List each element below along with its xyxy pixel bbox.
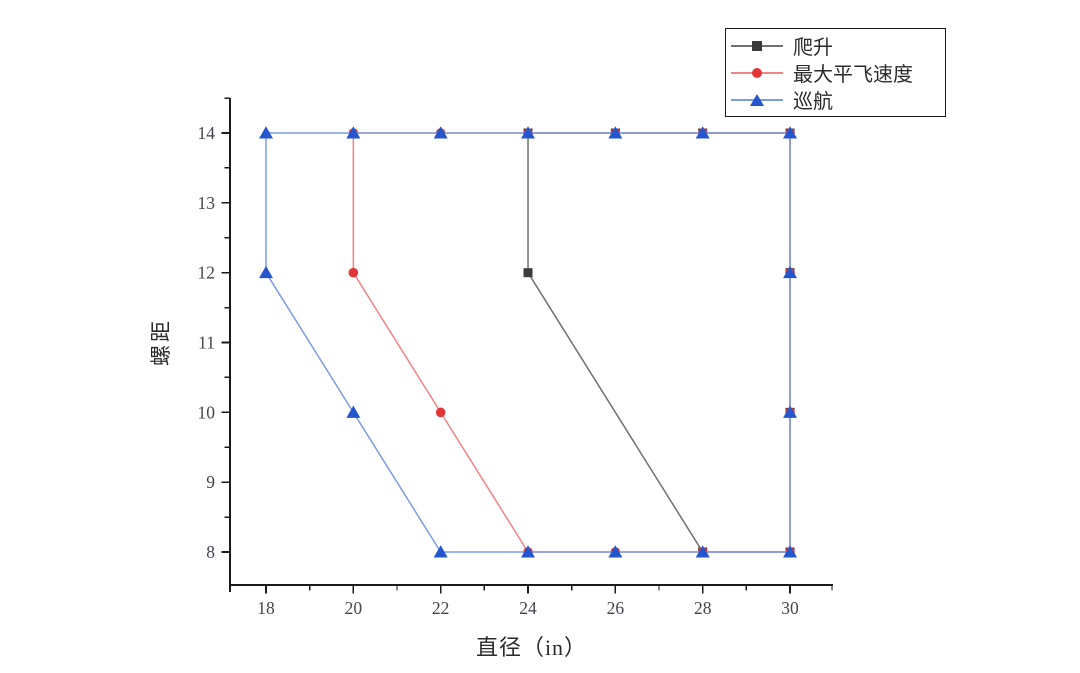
series-cruise-marker (433, 126, 448, 139)
x-tick-label: 24 (519, 598, 537, 618)
series-cruise-marker (433, 545, 448, 558)
legend: 爬升最大平飞速度 巡航 (725, 28, 946, 117)
series-cruise-marker (521, 545, 536, 558)
series-cruise-marker (521, 126, 536, 139)
legend-item-climb: 爬升 (731, 32, 941, 59)
legend-swatch-climb (731, 38, 783, 54)
series-cruise-marker (783, 405, 798, 418)
x-tick-label: 22 (432, 598, 450, 618)
y-tick-label: 13 (198, 193, 216, 213)
series-cruise-marker (608, 545, 623, 558)
series-climb-marker (523, 268, 533, 278)
series-cruise-marker (783, 126, 798, 139)
legend-label: 爬升 (793, 37, 833, 59)
y-tick-label: 8 (206, 542, 215, 562)
y-tick-label: 12 (198, 263, 216, 283)
series-cruise-marker (695, 545, 710, 558)
series-cruise-marker (259, 265, 273, 279)
series-max-level-speed-marker (348, 267, 359, 278)
series-cruise-marker (783, 265, 798, 279)
y-tick-label: 11 (198, 333, 215, 353)
legend-item-max-level-speed: 最大平飞速度 (731, 59, 941, 86)
x-axis-title: 直径（in） (475, 635, 588, 660)
x-tick-label: 30 (781, 598, 799, 618)
x-tick-label: 20 (345, 598, 363, 618)
series-max-level-speed-marker (435, 407, 446, 418)
y-tick-label: 14 (198, 123, 216, 143)
x-tick-label: 26 (607, 598, 625, 618)
series-cruise-marker (608, 126, 623, 139)
series-cruise-marker (695, 126, 710, 139)
series-climb-line (527, 132, 791, 553)
series-cruise-marker (783, 545, 798, 558)
y-tick-label: 10 (198, 402, 216, 422)
square-marker-icon (752, 40, 762, 51)
series-cruise-marker (346, 126, 361, 139)
x-tick-label: 18 (257, 598, 275, 618)
triangle-marker-icon (750, 93, 764, 106)
y-tick-label: 9 (206, 472, 215, 492)
legend-label: 最大平飞速度 (793, 64, 913, 86)
legend-swatch-max-level-speed (731, 65, 783, 81)
legend-swatch-cruise (731, 92, 783, 108)
legend-label: 巡航 (793, 91, 833, 113)
y-axis-title: 螺距 (149, 318, 173, 366)
legend-item-cruise: 巡航 (731, 86, 941, 113)
circle-marker-icon (752, 67, 762, 78)
series-cruise-marker (259, 126, 273, 139)
series-cruise-marker (346, 405, 361, 418)
x-tick-label: 28 (694, 598, 712, 618)
